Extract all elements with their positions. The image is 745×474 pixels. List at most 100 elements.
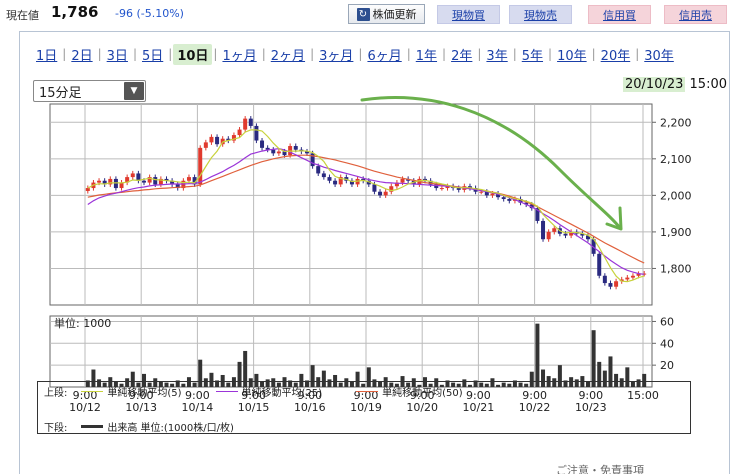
margin-buy-button[interactable]: 信用買: [588, 5, 651, 24]
range-tab-4[interactable]: 10日: [173, 43, 213, 65]
margin-sell-button[interactable]: 信用売: [664, 5, 727, 24]
volume-bar: [563, 380, 568, 387]
candle-body: [198, 147, 203, 185]
refresh-icon: ↻: [356, 7, 370, 21]
volume-unit-label: 単位: 1000: [54, 316, 111, 330]
candle-body: [203, 142, 208, 148]
candle-body: [518, 199, 523, 203]
candle-body: [349, 180, 354, 185]
candle-body: [479, 191, 484, 193]
volume-bar: [366, 367, 371, 387]
volume-tick-label: 20: [660, 359, 674, 372]
x-tick-date: 10/15: [238, 401, 270, 414]
range-tab-1[interactable]: 2日: [71, 48, 93, 64]
timestamp-date: 20/10/23: [623, 77, 686, 92]
legend-volume: 出来高 単位:(1000株/口/枚): [77, 419, 234, 434]
volume-bar: [254, 373, 259, 387]
range-tab-6[interactable]: 2ヶ月: [270, 48, 306, 64]
candle-body: [400, 178, 405, 183]
candle-body: [153, 177, 158, 185]
legend-ma50: 単純移動平均(50): [352, 384, 463, 399]
volume-bar: [91, 369, 96, 387]
x-tick-date: 10/13: [125, 401, 157, 414]
ma25-line: [87, 147, 645, 275]
volume-bar: [490, 378, 495, 387]
interval-select[interactable]: 15分足 ▼: [33, 80, 146, 102]
volume-bar: [316, 377, 321, 387]
candle-body: [119, 182, 124, 189]
volume-bar: [321, 370, 326, 387]
current-price-label: 現在値: [6, 9, 39, 22]
candle-body: [310, 153, 315, 167]
volume-bar: [237, 361, 242, 387]
volume-bar: [451, 382, 456, 387]
volume-bar: [585, 381, 590, 387]
range-separator: |: [635, 47, 640, 61]
quote-header: 現在値 1,786 -96 (-5.10%) ↻ 株価更新 現物買 現物売 信用…: [0, 0, 745, 28]
range-tab-13[interactable]: 10年: [557, 48, 587, 64]
volume-bar: [394, 383, 399, 387]
candle-body: [563, 233, 568, 236]
candle-body: [243, 118, 248, 130]
candle-body: [524, 202, 529, 205]
candle-body: [636, 273, 641, 276]
range-tab-12[interactable]: 5年: [521, 48, 544, 64]
spot-sell-button[interactable]: 現物売: [509, 5, 572, 24]
range-tab-14[interactable]: 20年: [600, 48, 631, 64]
volume-bar: [406, 382, 411, 387]
range-tab-10[interactable]: 2年: [451, 48, 473, 64]
trend-arrow-annotation: [360, 96, 622, 230]
current-price-value: 1,786: [51, 3, 99, 21]
legend-lower-label: 下段:: [44, 423, 68, 434]
volume-bar: [630, 381, 635, 387]
x-tick-date: 10/16: [294, 401, 326, 414]
volume-bar: [591, 330, 596, 387]
volume-bar: [462, 379, 467, 387]
volume-bar: [456, 383, 461, 387]
volume-bar: [535, 323, 540, 387]
range-tab-8[interactable]: 6ヶ月: [367, 48, 402, 64]
volume-bar: [417, 384, 422, 387]
volume-bar: [203, 378, 208, 387]
range-separator: |: [591, 47, 596, 61]
volume-bar: [142, 373, 147, 387]
x-tick-time: 9:00: [410, 389, 435, 402]
volume-bar: [445, 380, 450, 387]
volume-bar: [220, 374, 225, 387]
volume-bar: [439, 384, 444, 387]
range-tab-15[interactable]: 30年: [644, 48, 674, 64]
volume-bar: [389, 382, 394, 387]
range-tab-0[interactable]: 1日: [36, 48, 58, 64]
candle-body: [625, 277, 630, 280]
volume-bar: [557, 365, 562, 387]
range-tab-7[interactable]: 3ヶ月: [319, 48, 354, 64]
spot-buy-button[interactable]: 現物買: [437, 5, 500, 24]
volume-bar: [614, 373, 619, 387]
price-tick-label: 2,000: [660, 189, 692, 202]
candle-body: [507, 199, 512, 201]
volume-bar: [130, 371, 135, 387]
volume-bar: [552, 378, 557, 387]
trend-arrow-head: [605, 206, 623, 231]
range-tab-11[interactable]: 3年: [486, 48, 508, 64]
volume-bar: [602, 370, 607, 387]
candle-body: [125, 177, 130, 183]
candle-body: [445, 186, 450, 189]
range-separator: |: [168, 47, 173, 61]
range-separator: |: [213, 47, 218, 61]
range-tab-2[interactable]: 3日: [106, 48, 128, 64]
x-tick-time: 9:00: [354, 389, 379, 402]
volume-bar: [209, 372, 214, 387]
range-tab-3[interactable]: 5日: [141, 48, 164, 64]
volume-bar: [299, 373, 304, 387]
range-tab-9[interactable]: 1年: [415, 48, 438, 64]
candle-body: [304, 151, 309, 154]
volume-bar: [119, 383, 124, 387]
range-tab-5[interactable]: 1ヶ月: [222, 48, 257, 64]
volume-bar: [170, 383, 175, 387]
chevron-down-icon[interactable]: ▼: [124, 82, 144, 100]
x-tick-date: 10/19: [350, 401, 382, 414]
candle-body: [366, 180, 371, 185]
refresh-quote-button[interactable]: ↻ 株価更新: [348, 4, 425, 24]
volume-bar: [479, 382, 484, 387]
